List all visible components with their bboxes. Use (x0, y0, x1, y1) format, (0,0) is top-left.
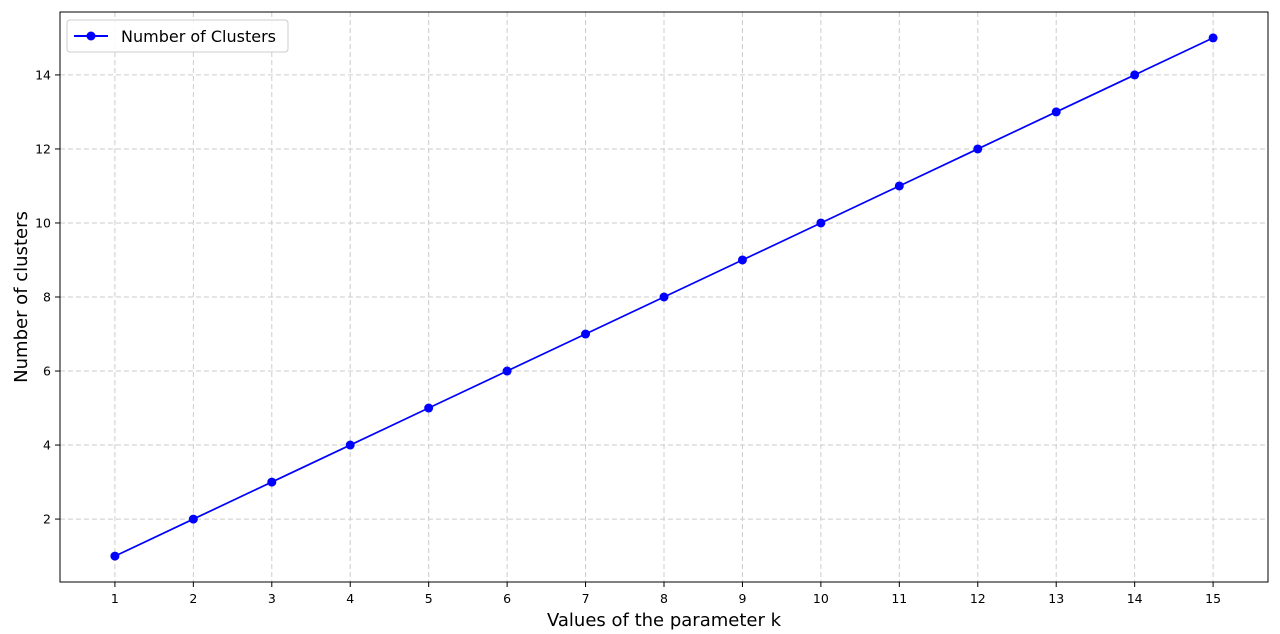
x-tick-label: 15 (1205, 591, 1221, 606)
y-tick-label: 8 (43, 290, 51, 305)
x-tick-label: 13 (1048, 591, 1064, 606)
y-tick-label: 2 (43, 512, 51, 527)
x-tick-label: 14 (1127, 591, 1143, 606)
x-tick-label: 7 (582, 591, 590, 606)
x-tick-label: 3 (268, 591, 276, 606)
data-point (659, 292, 669, 302)
x-tick-label: 8 (660, 591, 668, 606)
x-tick-label: 6 (503, 591, 511, 606)
x-tick-label: 12 (970, 591, 986, 606)
x-axis-ticks: 1 2 3 4 5 6 7 8 9 10 11 12 13 14 15 (111, 582, 1221, 606)
data-point (1130, 70, 1140, 80)
data-point (424, 403, 434, 413)
y-tick-label: 12 (35, 141, 51, 156)
x-axis-label: Values of the parameter k (547, 610, 782, 631)
legend-box (66, 19, 289, 53)
y-axis-ticks: 2 4 6 8 10 12 14 (35, 67, 60, 527)
x-tick-label: 5 (425, 591, 433, 606)
y-tick-label: 10 (35, 215, 51, 230)
data-point (1051, 107, 1061, 117)
data-point (1208, 33, 1218, 43)
data-point (267, 477, 277, 487)
legend: Number of Clusters (66, 19, 289, 53)
x-tick-label: 11 (891, 591, 907, 606)
y-tick-label: 6 (43, 364, 51, 379)
x-tick-label: 4 (346, 591, 354, 606)
y-tick-label: 4 (43, 438, 51, 453)
y-tick-label: 14 (35, 67, 51, 82)
x-tick-label: 9 (738, 591, 746, 606)
data-point (345, 440, 355, 450)
x-tick-label: 1 (111, 591, 119, 606)
x-tick-label: 2 (189, 591, 197, 606)
legend-entry-label: Number of Clusters (121, 27, 276, 46)
y-axis-label: Number of clusters (11, 211, 32, 383)
data-point (737, 255, 747, 265)
data-point (110, 551, 120, 561)
data-point (973, 144, 983, 154)
data-point (816, 218, 826, 228)
plot-area (110, 33, 1218, 561)
legend-point-marker (86, 31, 96, 41)
data-point (188, 514, 198, 524)
data-point (581, 329, 591, 339)
data-point (894, 181, 904, 191)
x-tick-label: 10 (813, 591, 829, 606)
data-point (502, 366, 512, 376)
